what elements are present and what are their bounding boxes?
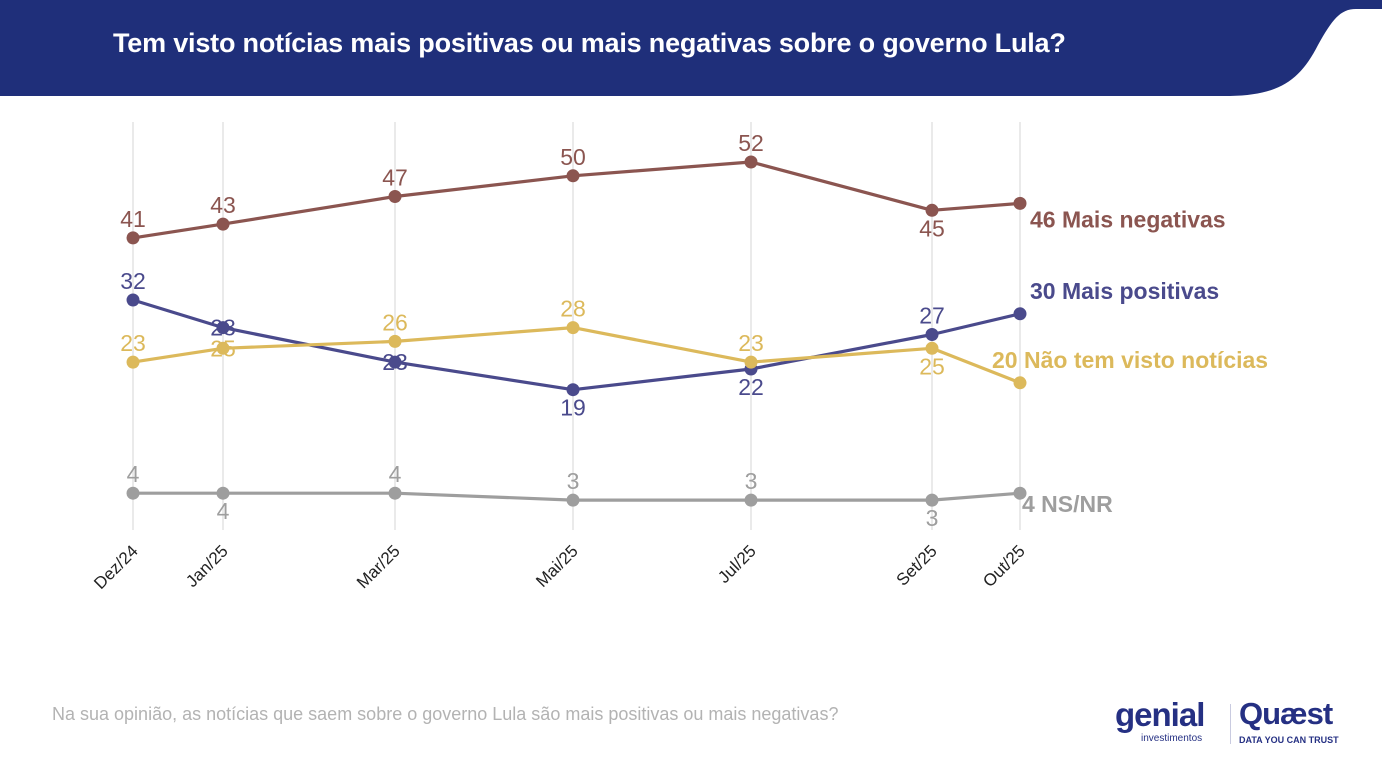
end-label-mais-negativas: 46 Mais negativas xyxy=(1030,206,1226,232)
data-label-ns-nr: 3 xyxy=(745,468,758,494)
data-point-nao-tem-visto-noticias xyxy=(388,334,402,348)
end-label-nao-tem-visto-noticias: 20 Não tem visto notícias xyxy=(992,347,1268,373)
data-label-ns-nr: 4 xyxy=(389,461,402,487)
x-tick-label: Mai/25 xyxy=(532,541,582,591)
data-label-mais-negativas: 50 xyxy=(560,144,586,170)
data-point-ns-nr xyxy=(925,493,939,507)
data-point-ns-nr xyxy=(1013,486,1027,500)
data-point-ns-nr xyxy=(126,486,140,500)
logos: genial investimentos Quæst DATA YOU CAN … xyxy=(1115,696,1355,748)
data-point-nao-tem-visto-noticias xyxy=(126,355,140,369)
data-point-mais-positivas xyxy=(216,321,230,335)
data-label-mais-negativas: 45 xyxy=(919,215,945,241)
data-label-mais-positivas: 28 xyxy=(210,315,236,341)
data-point-ns-nr xyxy=(566,493,580,507)
data-point-mais-positivas xyxy=(1013,307,1027,321)
data-point-mais-negativas xyxy=(388,190,402,203)
page-title: Tem visto notícias mais positivas ou mai… xyxy=(113,28,1066,58)
data-point-nao-tem-visto-noticias xyxy=(1013,376,1027,390)
genial-logo-subtitle: investimentos xyxy=(1141,733,1203,744)
data-point-nao-tem-visto-noticias xyxy=(216,341,230,355)
data-point-mais-negativas xyxy=(925,203,939,217)
data-point-mais-negativas xyxy=(744,155,758,169)
data-point-ns-nr xyxy=(388,486,402,500)
data-point-nao-tem-visto-noticias xyxy=(925,341,939,355)
end-label-mais-positivas: 30 Mais positivas xyxy=(1030,278,1219,304)
data-label-ns-nr: 4 xyxy=(127,461,140,487)
data-point-nao-tem-visto-noticias xyxy=(566,321,580,335)
header-banner xyxy=(0,0,1382,96)
data-point-mais-negativas xyxy=(216,217,230,231)
x-tick-label: Mar/25 xyxy=(353,541,404,592)
survey-question: Na sua opinião, as notícias que saem sob… xyxy=(52,704,839,724)
data-label-ns-nr: 3 xyxy=(926,505,939,531)
data-point-mais-positivas xyxy=(925,328,939,341)
data-label-mais-positivas: 23 xyxy=(382,349,408,375)
data-label-mais-negativas: 47 xyxy=(382,165,408,191)
data-point-mais-negativas xyxy=(126,231,140,245)
data-label-nao-tem-visto-noticias: 25 xyxy=(210,335,236,361)
quaest-logo: Quæst xyxy=(1239,696,1333,731)
data-label-ns-nr: 4 xyxy=(217,498,230,524)
data-point-mais-negativas xyxy=(566,169,580,183)
data-label-mais-positivas: 22 xyxy=(738,374,764,400)
data-label-mais-negativas: 43 xyxy=(210,192,236,218)
data-label-mais-negativas: 52 xyxy=(738,130,764,156)
data-point-mais-positivas xyxy=(388,355,402,369)
genial-logo: genial xyxy=(1115,696,1205,733)
x-tick-label: Set/25 xyxy=(893,541,941,589)
data-point-mais-positivas xyxy=(566,383,580,397)
data-point-ns-nr xyxy=(744,493,758,507)
quaest-logo-tagline: DATA YOU CAN TRUST xyxy=(1239,735,1339,745)
data-label-mais-positivas: 27 xyxy=(919,303,945,329)
data-point-ns-nr xyxy=(216,486,230,500)
data-label-mais-positivas: 19 xyxy=(560,395,586,421)
data-label-nao-tem-visto-noticias: 23 xyxy=(738,330,764,356)
data-label-ns-nr: 3 xyxy=(567,468,580,494)
data-label-nao-tem-visto-noticias: 23 xyxy=(120,330,146,356)
data-point-mais-positivas xyxy=(126,293,140,307)
x-tick-label: Dez/24 xyxy=(90,541,142,593)
x-tick-label: Out/25 xyxy=(979,541,1029,591)
data-label-mais-positivas: 32 xyxy=(120,268,146,294)
data-label-nao-tem-visto-noticias: 25 xyxy=(919,353,945,379)
end-label-ns-nr: 4 NS/NR xyxy=(1022,491,1113,517)
x-tick-label: Jul/25 xyxy=(714,541,760,587)
data-label-nao-tem-visto-noticias: 26 xyxy=(382,309,408,335)
x-tick-label: Jan/25 xyxy=(182,541,232,591)
data-point-nao-tem-visto-noticias xyxy=(744,355,758,369)
data-label-nao-tem-visto-noticias: 28 xyxy=(560,296,586,322)
logo-divider xyxy=(1230,704,1231,744)
data-point-mais-negativas xyxy=(1013,196,1027,210)
data-label-mais-negativas: 41 xyxy=(120,206,146,232)
